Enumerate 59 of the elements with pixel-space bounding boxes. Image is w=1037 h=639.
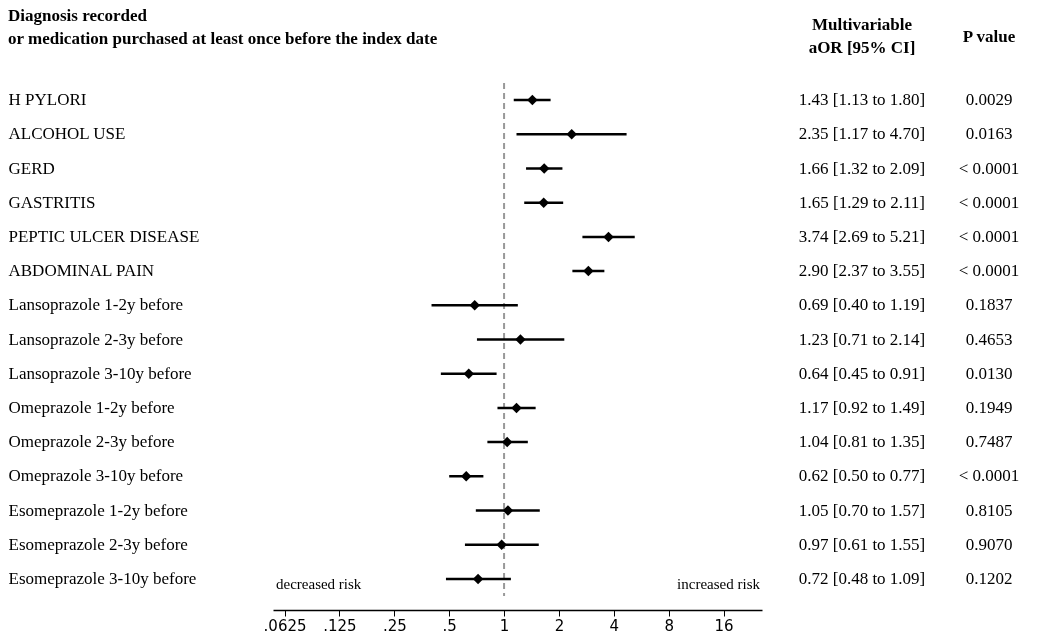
y-tick-label: H PYLORI <box>8 90 87 110</box>
chart-title: Diagnosis recorded or medication purchased at least once before the index date <box>8 6 438 48</box>
y-tick-label: GERD <box>8 158 55 178</box>
x-tick-label: 2 <box>554 616 565 635</box>
annotation: decreased risk <box>276 576 362 592</box>
data-label: 0.69 [0.40 to 1.19] <box>798 295 926 315</box>
text: 0.1837 <box>965 295 1013 315</box>
data-label: 0.97 [0.61 to 1.55] <box>798 534 926 554</box>
data-label: 1.43 [1.13 to 1.80] <box>798 90 926 110</box>
x-tick-label: .125 <box>323 616 357 635</box>
text: Multivariable aOR [95% CI] <box>808 15 916 57</box>
text: 0.0163 <box>965 124 1013 144</box>
data-label: 3.74 [2.69 to 5.21] <box>798 226 926 246</box>
y-tick-label: Esomeprazole 3-10y before <box>8 568 197 588</box>
data-label: 1.04 [0.81 to 1.35] <box>798 432 926 452</box>
y-tick-label: Lansoprazole 3-10y before <box>8 363 192 383</box>
y-tick-label: Lansoprazole 1-2y before <box>8 295 184 315</box>
text: P value <box>962 27 1016 46</box>
annotation: increased risk <box>677 576 761 592</box>
text: 0.7487 <box>965 432 1013 452</box>
y-tick-label: ALCOHOL USE <box>8 124 126 144</box>
y-tick-label: GASTRITIS <box>8 192 96 212</box>
x-tick-label: 8 <box>664 616 674 635</box>
y-tick-label: Omeprazole 3-10y before <box>8 466 184 486</box>
data-label: 2.90 [2.37 to 3.55] <box>798 261 926 281</box>
text: < 0.0001 <box>958 466 1020 486</box>
text: < 0.0001 <box>958 192 1020 212</box>
text: 0.4653 <box>965 329 1013 349</box>
y-tick-label: Omeprazole 1-2y before <box>8 397 175 417</box>
text: 0.1202 <box>965 568 1013 588</box>
text: < 0.0001 <box>958 158 1020 178</box>
y-tick-label: ABDOMINAL PAIN <box>8 261 155 281</box>
y-tick-label: Esomeprazole 2-3y before <box>8 534 188 554</box>
x-tick-label: .25 <box>382 616 407 635</box>
data-label: 2.35 [1.17 to 4.70] <box>798 124 926 144</box>
text: 0.9070 <box>965 534 1013 554</box>
text: < 0.0001 <box>958 226 1020 246</box>
data-label: 1.66 [1.32 to 2.09] <box>798 158 926 178</box>
x-tick-label: .0625 <box>263 616 307 635</box>
y-tick-label: PEPTIC ULCER DISEASE <box>8 226 200 246</box>
data-label: 0.72 [0.48 to 1.09] <box>798 568 926 588</box>
data-label: 0.64 [0.45 to 0.91] <box>798 363 926 383</box>
x-tick-label: 16 <box>714 616 734 635</box>
y-tick-label: Esomeprazole 1-2y before <box>8 500 188 520</box>
x-tick-label: 1 <box>499 616 510 635</box>
text: 0.0130 <box>965 363 1013 383</box>
text: 0.8105 <box>965 500 1013 520</box>
data-label: 1.23 [0.71 to 2.14] <box>798 329 926 349</box>
x-tick-label: 4 <box>609 616 620 635</box>
text: < 0.0001 <box>958 261 1020 281</box>
data-label: 1.05 [0.70 to 1.57] <box>798 500 926 520</box>
data-label: 0.62 [0.50 to 0.77] <box>798 466 926 486</box>
text: 0.1949 <box>965 397 1013 417</box>
data-label: 1.65 [1.29 to 2.11] <box>799 192 925 212</box>
y-tick-label: Omeprazole 2-3y before <box>8 432 175 452</box>
y-tick-label: Lansoprazole 2-3y before <box>8 329 184 349</box>
data-label: 1.17 [0.92 to 1.49] <box>798 397 926 417</box>
text: 0.0029 <box>965 90 1013 110</box>
x-tick-label: .5 <box>442 616 457 635</box>
